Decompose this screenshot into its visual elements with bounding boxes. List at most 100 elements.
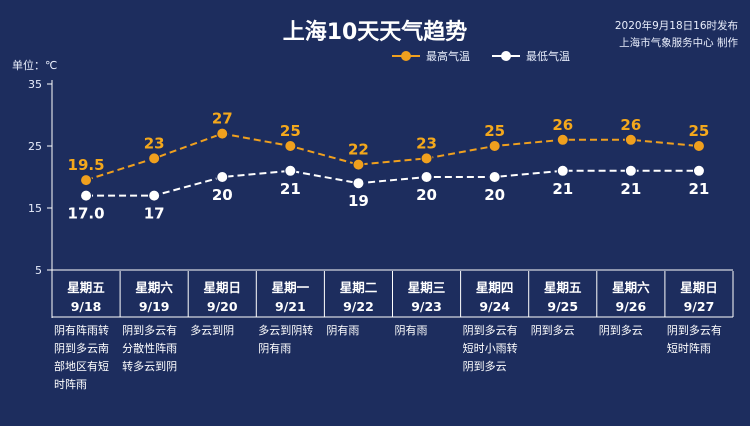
category-date: 9/25 — [547, 299, 578, 314]
weather-description-line: 阴到多云有 — [462, 324, 518, 337]
legend-item-high: 最高气温 — [392, 48, 470, 64]
weather-description-line: 时阵雨 — [54, 378, 87, 391]
y-tick-label: 35 — [28, 78, 42, 91]
legend-low-label: 最低气温 — [526, 50, 570, 63]
unit-label: 单位：℃ — [12, 59, 58, 72]
series-high-data-label: 19.5 — [68, 156, 105, 174]
category-date: 9/27 — [684, 299, 715, 314]
category-date: 9/21 — [275, 299, 306, 314]
publish-info: 2020年9月18日16时发布 上海市气象服务中心 制作 — [615, 18, 738, 52]
series-low-point — [284, 164, 297, 177]
series-low-point — [420, 171, 433, 183]
weather-description-line: 阴有雨 — [258, 342, 292, 355]
category-weekday: 星期日 — [680, 280, 718, 295]
weather-description-line: 阴到多云南 — [54, 342, 109, 355]
weather-description: 阴到多云有 短时阵雨 — [667, 322, 733, 358]
series-low-data-label: 20 — [212, 186, 233, 204]
category-date: 9/20 — [207, 299, 238, 314]
weather-description-line: 阴到多云有 — [666, 324, 722, 337]
category-weekday: 星期一 — [272, 280, 310, 295]
category-date: 9/22 — [343, 299, 374, 314]
page-title: 上海10天天气趋势 — [282, 20, 468, 45]
series-low-point — [148, 189, 161, 202]
series-high-line — [85, 132, 700, 182]
series-high-data-label: 26 — [552, 116, 573, 134]
weather-description-line: 部地区有短 — [54, 360, 109, 373]
series-high-point — [420, 152, 433, 165]
series-high-data-label: 23 — [144, 134, 165, 152]
category-weekday: 星期四 — [476, 280, 514, 295]
series-low-point — [692, 164, 705, 177]
category-weekday: 星期六 — [135, 280, 173, 295]
weather-description: 阴有阵雨转阴到多云南部地区有短时阵雨 — [54, 322, 120, 394]
weather-description: 阴到多云 — [531, 322, 597, 340]
series-low-line — [86, 169, 699, 197]
legend-high-marker-icon — [392, 51, 420, 61]
weather-description-line: 短时小雨转 — [462, 342, 518, 355]
series-high-point — [488, 140, 501, 152]
category-weekday: 星期三 — [408, 280, 446, 295]
series-low-data-label: 20 — [416, 186, 437, 204]
category-weekday: 星期五 — [544, 280, 582, 295]
weather-description-line: 阴有阵雨转 — [54, 324, 109, 337]
weather-description-line: 阴到多云 — [598, 324, 643, 337]
weather-description-line: 阴到多云 — [530, 324, 575, 337]
weather-description-line: 多云到阴转 — [258, 324, 314, 337]
category-date: 9/24 — [479, 299, 510, 314]
series-low-data-label: 21 — [280, 180, 301, 198]
weather-description: 阴到多云有 分散性阵雨 转多云到阴 — [122, 322, 188, 376]
weather-description-line: 短时阵雨 — [666, 342, 711, 355]
series-low-data-label: 21 — [552, 180, 573, 198]
category-date: 9/18 — [71, 299, 102, 314]
series-low-data-label: 21 — [689, 180, 710, 198]
weather-description: 多云到阴转 阴有雨 — [258, 322, 324, 358]
series-low-point — [624, 164, 637, 177]
weather-description: 多云到阴 — [190, 322, 256, 340]
legend-low-marker-icon — [492, 51, 520, 61]
series-low-point — [216, 171, 229, 183]
y-tick-label: 25 — [28, 140, 42, 153]
series-high-point — [216, 127, 229, 140]
weather-description-line: 阴有雨 — [394, 324, 428, 337]
weather-description-line: 多云到阴 — [190, 324, 235, 337]
category-weekday: 星期日 — [203, 280, 241, 295]
series-low-data-label: 17.0 — [68, 205, 105, 223]
weather-description-line: 分散性阵雨 — [122, 342, 178, 355]
series-low-point — [352, 177, 365, 190]
legend-high-label: 最高气温 — [426, 50, 470, 63]
weather-description: 阴有雨 — [395, 322, 461, 340]
series-high-data-label: 22 — [348, 141, 369, 159]
category-date: 9/23 — [411, 299, 442, 314]
series-high-data-label: 25 — [484, 122, 505, 140]
series-high-point — [148, 152, 161, 165]
chart-legend: 最高气温 最低气温 — [392, 48, 570, 64]
weather-description: 阴到多云 — [599, 322, 665, 340]
series-low-data-label: 17 — [144, 205, 165, 223]
weather-description: 阴有雨 — [326, 322, 392, 340]
series-high-data-label: 25 — [689, 122, 710, 140]
category-weekday: 星期五 — [67, 280, 105, 295]
weather-description-line: 阴到多云 — [462, 360, 507, 373]
series-high-point — [352, 158, 365, 171]
series-low-data-label: 21 — [620, 180, 641, 198]
weather-description: 阴到多云有短时小雨转阴到多云 — [463, 322, 529, 376]
series-high-point — [556, 133, 569, 146]
series-high-point — [80, 174, 93, 187]
series-high-point — [624, 133, 637, 146]
publish-time: 2020年9月18日16时发布 — [614, 20, 738, 32]
series-low-data-label: 19 — [348, 192, 369, 210]
series-high-data-label: 25 — [280, 122, 301, 140]
series-low-point — [488, 171, 501, 183]
y-tick-label: 15 — [28, 202, 42, 215]
series-low-point — [556, 164, 569, 177]
weather-description-line: 阴到多云有 — [122, 324, 178, 337]
series-high-data-label: 23 — [416, 134, 437, 152]
category-date: 9/26 — [616, 299, 647, 314]
category-date: 9/19 — [139, 299, 170, 314]
series-low-point — [80, 189, 93, 202]
series-high-point — [284, 140, 297, 152]
y-tick-label: 5 — [35, 264, 42, 277]
category-weekday: 星期二 — [340, 280, 378, 295]
series-low-data-label: 20 — [484, 186, 505, 204]
